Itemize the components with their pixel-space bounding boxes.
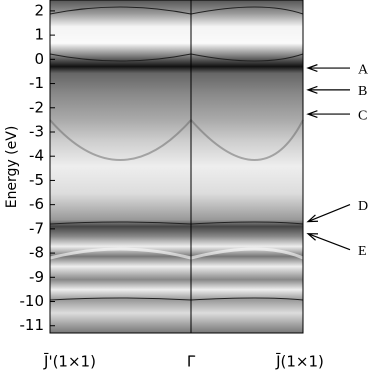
- y-tick-label: -11: [20, 316, 45, 334]
- annotation-arrow: [306, 233, 351, 251]
- annotation-label: D: [358, 199, 368, 214]
- annotation-label: C: [358, 108, 367, 123]
- x-tick-label: J̄(1×1): [275, 352, 324, 371]
- y-axis-label: Energy (eV): [4, 126, 20, 209]
- y-tick-label: -4: [29, 147, 44, 165]
- y-tick-label: 2: [34, 1, 44, 19]
- y-tick-label: -1: [29, 74, 44, 92]
- y-tick-label: 1: [34, 26, 44, 44]
- annotation-label: A: [358, 62, 369, 77]
- annotation-arrow: [306, 64, 350, 73]
- y-tick-label: -3: [29, 122, 44, 140]
- plot-frame: [49, 0, 304, 334]
- y-tick-label: 0: [34, 50, 44, 68]
- y-tick-label: -5: [29, 171, 44, 189]
- x-tick-label: J̄'(1×1): [43, 352, 96, 371]
- y-tick-label: -8: [29, 244, 44, 262]
- y-tick-label: -10: [20, 292, 45, 310]
- annotation-label: E: [358, 244, 367, 259]
- annotation-arrow: [306, 110, 350, 119]
- y-tick-label: -7: [29, 219, 44, 237]
- annotation-arrow: [306, 85, 350, 94]
- x-tick-label: Γ̄: [187, 353, 196, 371]
- y-tick-label: -6: [29, 195, 44, 213]
- spectral-map: [50, 0, 303, 333]
- annotation-arrow: [306, 204, 351, 223]
- y-tick-label: -9: [29, 268, 44, 286]
- annotation-label: B: [358, 84, 367, 99]
- y-tick-label: -2: [29, 98, 44, 116]
